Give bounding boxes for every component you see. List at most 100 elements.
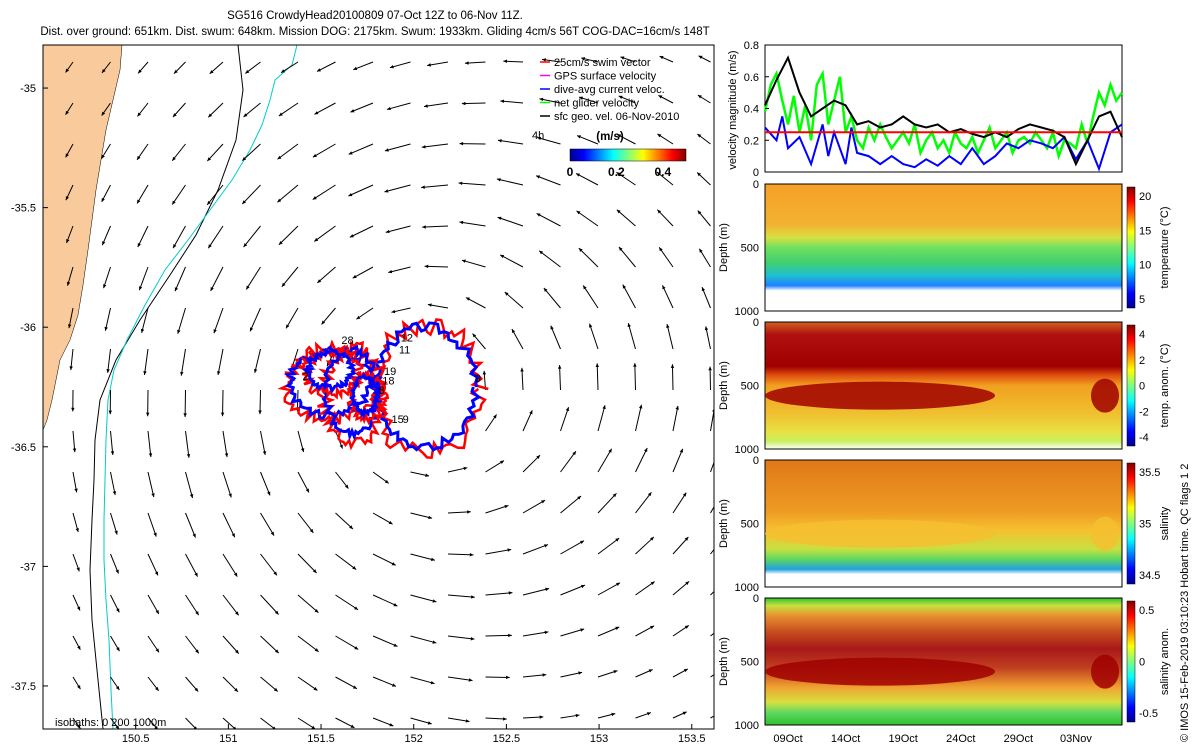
velocity-arrowhead bbox=[321, 320, 326, 325]
velocity-arrow bbox=[384, 184, 411, 193]
velocity-arrowhead bbox=[262, 451, 267, 455]
velocity-arrowhead bbox=[277, 155, 282, 160]
velocity-arrow bbox=[410, 676, 435, 685]
section-colorbar bbox=[1126, 324, 1136, 447]
velocity-arrowhead bbox=[143, 371, 147, 375]
velocity-arrow bbox=[522, 454, 541, 473]
velocity-arrow bbox=[314, 225, 336, 242]
colorbar-ticks: 0 0.2 0.4 bbox=[567, 165, 672, 179]
velocity-arrowhead bbox=[697, 134, 702, 138]
velocity-arrowhead bbox=[504, 504, 509, 509]
velocity-arrowhead bbox=[305, 488, 309, 493]
velocity-arrowhead bbox=[612, 493, 617, 498]
velocity-arrowhead bbox=[208, 113, 213, 118]
velocity-arrow bbox=[335, 635, 359, 650]
velocity-arrowhead bbox=[274, 649, 279, 654]
velocity-arrow bbox=[259, 389, 261, 415]
velocity-arrowhead bbox=[76, 606, 81, 611]
velocity-arrow bbox=[497, 216, 524, 227]
velocity-arrowhead bbox=[463, 466, 468, 471]
velocity-arrowhead bbox=[578, 671, 583, 675]
velocity-arrowhead bbox=[471, 595, 475, 599]
velocity-arrow bbox=[384, 143, 411, 152]
date-tick-label: 19Oct bbox=[889, 733, 918, 745]
velocity-arrowhead bbox=[503, 717, 507, 721]
section-colorbar-label: salinity bbox=[1159, 506, 1171, 540]
velocity-arrow bbox=[180, 348, 186, 376]
velocity-arrowhead bbox=[622, 284, 627, 289]
velocity-arrowhead bbox=[108, 410, 113, 415]
velocity-panel: 0 0.2 0.4 0.6 0.8 velocity magnitude (m/s) bbox=[727, 40, 1124, 179]
velocity-arrow bbox=[110, 430, 114, 456]
velocity-arrowhead bbox=[627, 323, 631, 328]
velocity-arrow bbox=[147, 553, 159, 576]
section-ylabel: Depth (m) bbox=[718, 637, 730, 686]
legend-entry: net glider velocity bbox=[554, 98, 639, 110]
velocity-arrow bbox=[447, 635, 475, 640]
velocity-arrowhead bbox=[432, 640, 437, 644]
velocity-arrow bbox=[710, 590, 714, 596]
velocity-arrowhead bbox=[101, 68, 106, 73]
velocity-arrowhead bbox=[539, 97, 544, 102]
velocity-arrowhead bbox=[138, 69, 142, 74]
section-field bbox=[764, 183, 1123, 312]
velocity-arrow bbox=[504, 291, 524, 309]
velocity-arrowhead bbox=[430, 557, 435, 562]
velocity-arrow bbox=[458, 182, 486, 186]
velocity-arrowhead bbox=[682, 492, 687, 497]
velocity-arrowhead bbox=[472, 333, 477, 338]
velocity-arrowhead bbox=[684, 537, 689, 541]
velocity-arrowhead bbox=[101, 197, 105, 202]
velocity-arrowhead bbox=[719, 711, 723, 714]
velocity-arrow bbox=[147, 430, 152, 458]
map-x-tick-label: 151.5 bbox=[307, 733, 335, 745]
velocity-arrow bbox=[185, 553, 199, 577]
velocity-arrowhead bbox=[461, 101, 466, 106]
velocity-arrowhead bbox=[648, 669, 653, 673]
velocity-arrowhead bbox=[720, 582, 724, 586]
velocity-arrowhead bbox=[313, 686, 318, 691]
section-colorbar-tick-label: 35 bbox=[1139, 519, 1151, 531]
velocity-arrow bbox=[522, 410, 533, 432]
velocity-arrowhead bbox=[65, 68, 70, 73]
velocity-arrow bbox=[634, 363, 636, 391]
velocity-arrowhead bbox=[459, 220, 464, 225]
velocity-arrowhead bbox=[675, 405, 679, 410]
velocity-arrow bbox=[410, 594, 437, 603]
velocity-arrowhead bbox=[656, 172, 661, 176]
velocity-arrowhead bbox=[145, 412, 150, 417]
velocity-arrow bbox=[297, 512, 314, 534]
velocity-arrow bbox=[576, 135, 599, 145]
map-y-tick-label: -35.5 bbox=[11, 203, 36, 215]
map-y-tick-label: -36 bbox=[20, 322, 36, 334]
date-tick-label: 14Oct bbox=[831, 733, 860, 745]
velocity-arrowhead bbox=[72, 448, 77, 453]
velocity-y-tick-label: 0 bbox=[753, 167, 759, 179]
header-line-1: SG516 CrowdyHead20100809 07-Oct 12Z to 0… bbox=[227, 10, 523, 22]
velocity-arrowhead bbox=[459, 141, 464, 146]
velocity-arrowhead bbox=[683, 668, 688, 673]
colorbar-title: (m/s) bbox=[596, 131, 624, 143]
velocity-arrowhead bbox=[235, 649, 239, 654]
velocity-arrowhead bbox=[186, 453, 191, 458]
velocity-arrow bbox=[522, 499, 546, 514]
velocity-arrowhead bbox=[428, 515, 433, 520]
velocity-arrow bbox=[206, 184, 224, 206]
velocity-arrow bbox=[701, 286, 711, 309]
map-x-axis: 150.5 151 151.5 152 152.5 153 153.5 bbox=[122, 724, 706, 745]
date-tick-label: 29Oct bbox=[1004, 733, 1033, 745]
velocity-arrow bbox=[710, 505, 714, 514]
velocity-arrowhead bbox=[650, 625, 655, 630]
velocity-arrowhead bbox=[312, 196, 317, 200]
velocity-arrowhead bbox=[102, 241, 106, 246]
velocity-arrowhead bbox=[209, 70, 214, 74]
velocity-arrowhead bbox=[685, 581, 690, 586]
date-tick-label: 09Oct bbox=[773, 733, 802, 745]
velocity-y-tick-label: 0.4 bbox=[744, 104, 759, 116]
velocity-arrowhead bbox=[155, 610, 159, 614]
section-y-tick-label: 500 bbox=[741, 519, 759, 531]
colorbar-tick-label: 0.2 bbox=[608, 165, 625, 179]
velocity-arrowhead bbox=[116, 647, 120, 652]
velocity-arrowhead bbox=[101, 111, 106, 116]
velocity-arrowhead bbox=[467, 510, 471, 514]
